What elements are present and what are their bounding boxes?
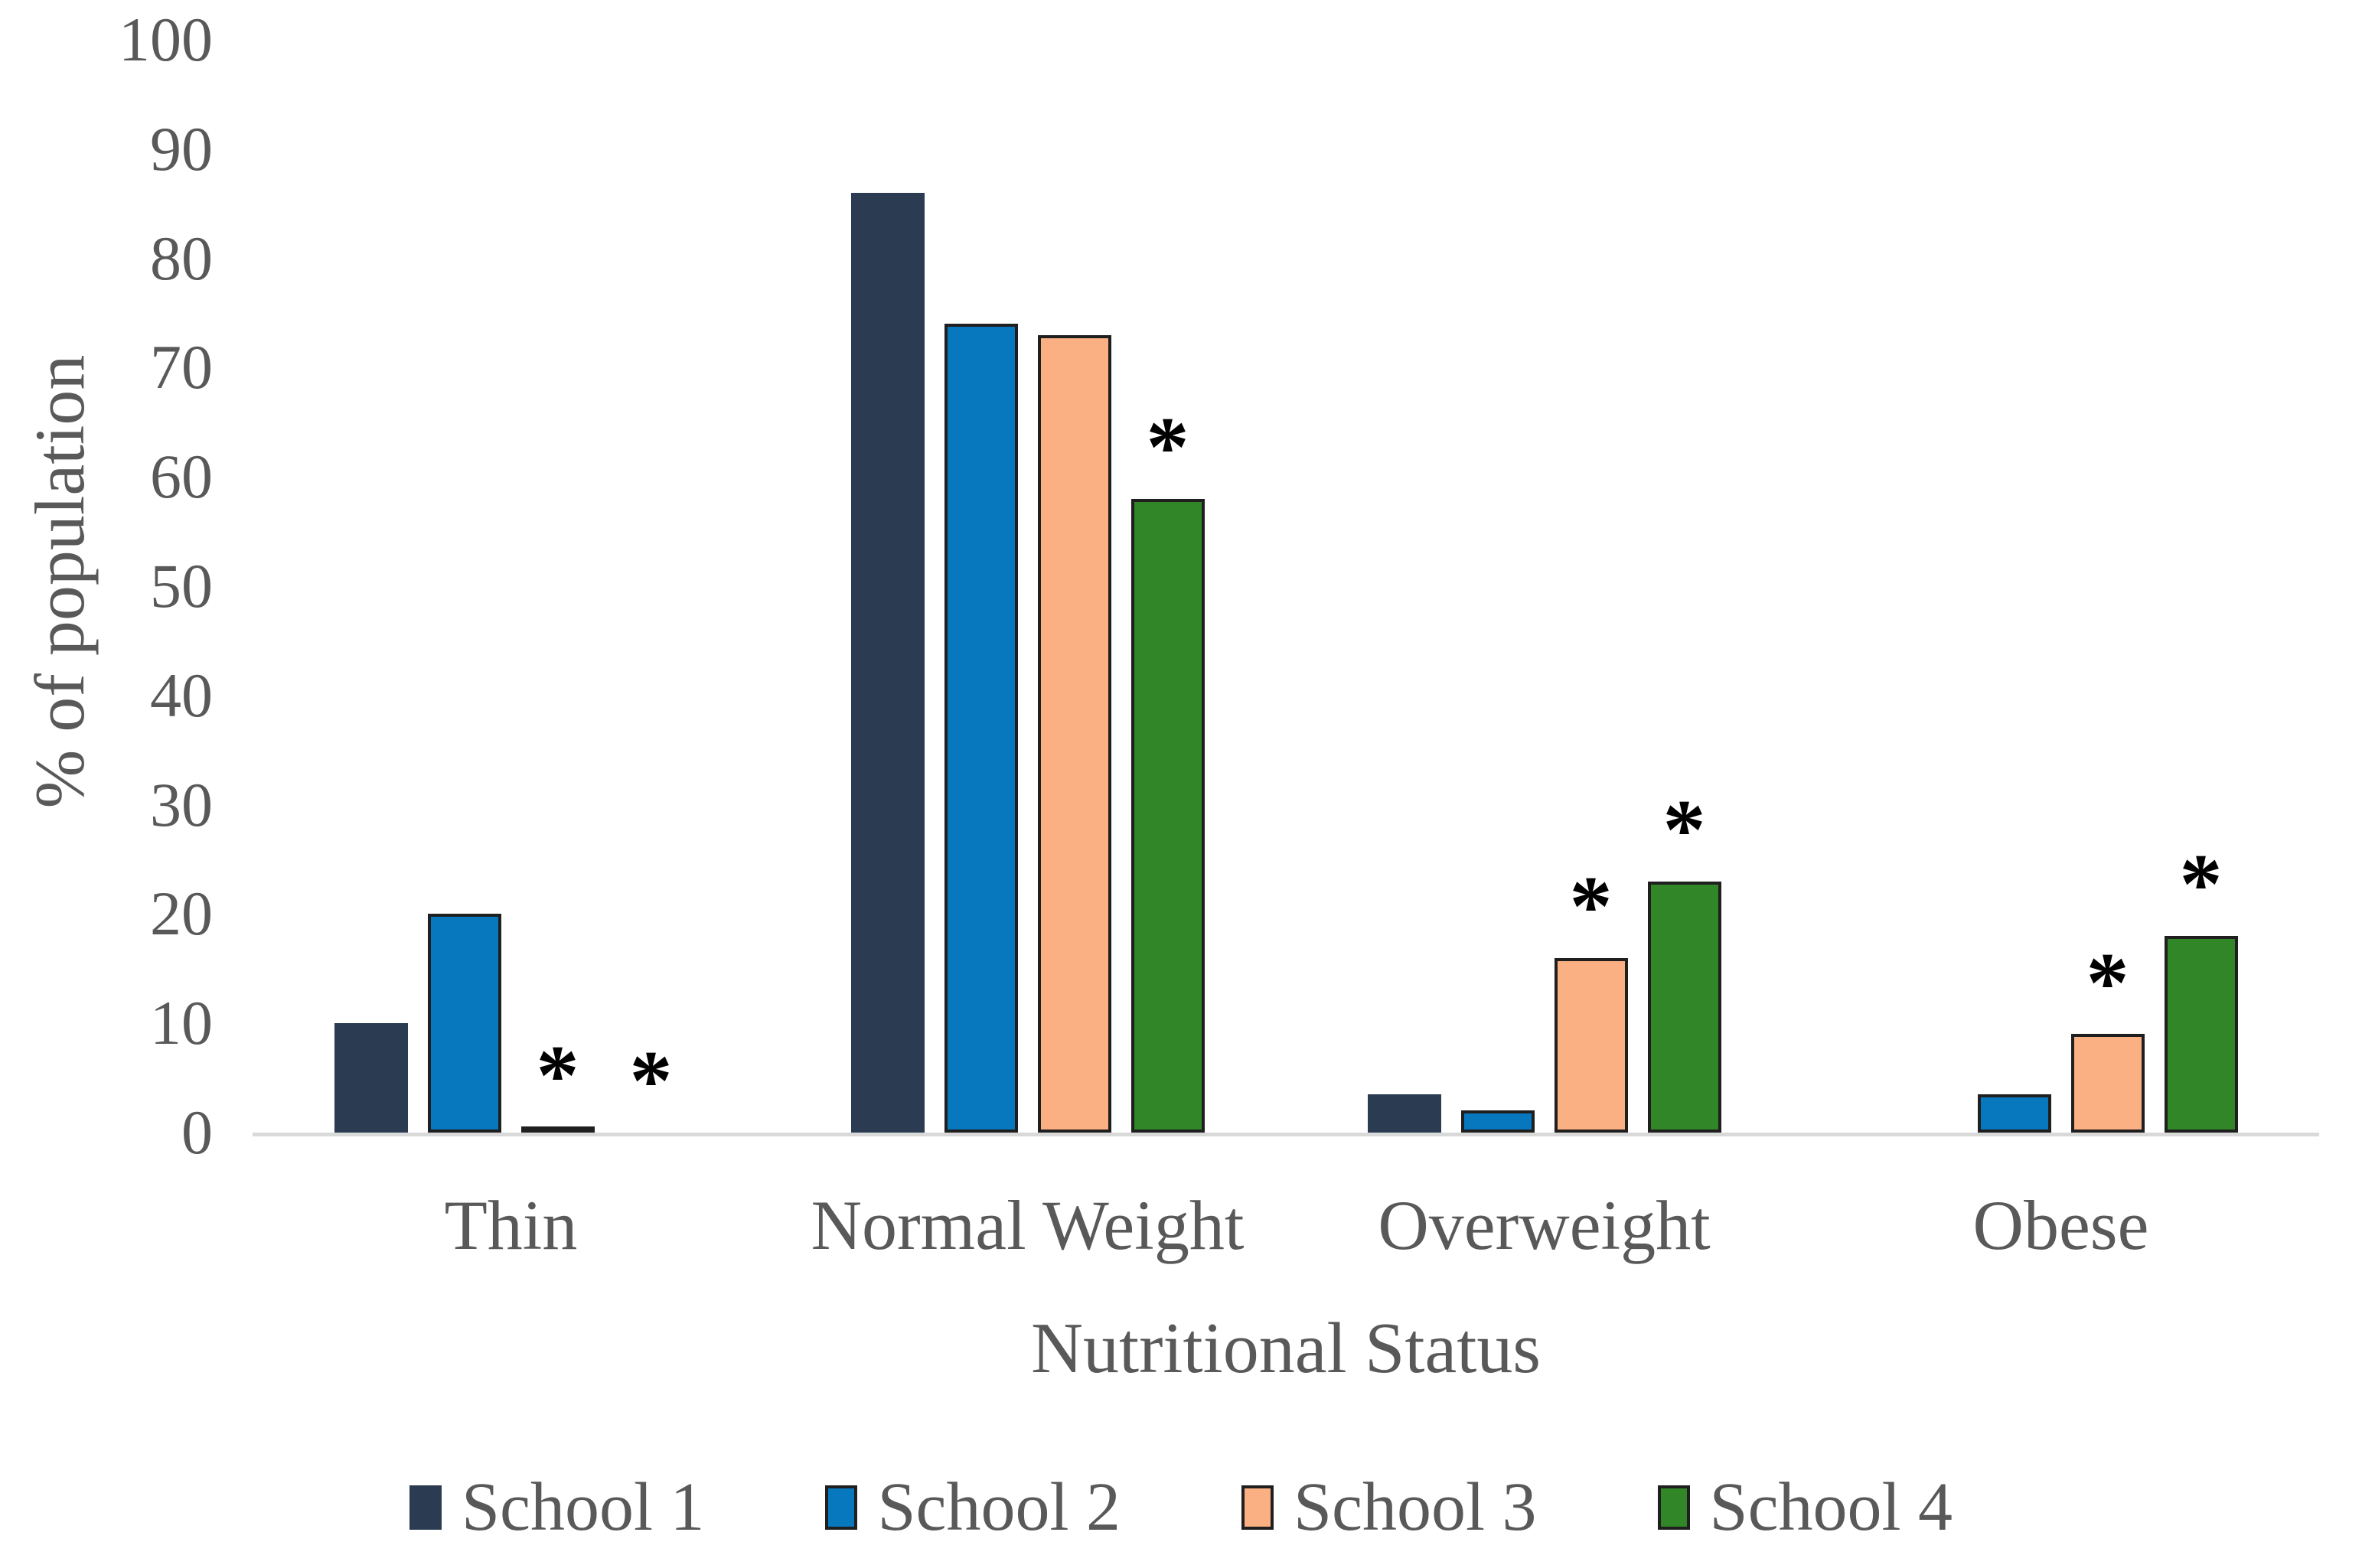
bar [2164,935,2238,1133]
significance-asterisk: * [2086,935,2129,1031]
bar-slot: * [2070,40,2145,1133]
legend: School 1 School 2 School 3 School 4 [0,1468,2362,1547]
bar [334,1023,408,1133]
bar [1037,334,1111,1133]
bar-slot: * [2164,40,2238,1133]
bar-slot: * [1130,40,1205,1133]
legend-label: School 4 [1709,1469,1953,1545]
significance-asterisk: * [1569,859,1613,954]
plot-area: * * * * * * * [253,40,2319,1136]
bar [1647,881,1721,1133]
bar-group: * * [1802,40,2319,1133]
legend-swatch [1657,1485,1690,1530]
legend-label: School 3 [1294,1469,1537,1545]
bar-slot [334,40,408,1133]
bar [2070,1034,2145,1133]
x-axis-title: Nutritional Status [1031,1309,1541,1388]
bar-group: * * [1286,40,1802,1133]
significance-asterisk: * [1662,782,1706,878]
y-axis-tick-label: 30 [150,769,213,839]
bar-slot [850,40,925,1133]
bar-groups: * * * * * * * [253,40,2319,1133]
bar [1554,957,1628,1133]
legend-swatch [1241,1485,1274,1530]
legend-label: School 2 [877,1469,1121,1545]
bar [520,1126,595,1133]
bar-group: * [769,40,1286,1133]
y-axis-tick-label: 40 [150,660,213,730]
y-axis-tick-label: 100 [119,5,213,74]
x-category-label: Overweight [1378,1186,1711,1264]
legend-item: School 4 [1657,1468,1953,1547]
legend-swatch [409,1485,442,1530]
bar [1460,1110,1535,1133]
y-axis-tick-label: 90 [150,113,213,184]
bar-slot [1977,40,2051,1133]
bar-slot [1367,40,1441,1133]
y-axis-tick-label: 80 [150,223,213,293]
y-axis-tick-label: 0 [181,1097,213,1167]
legend-item: School 2 [825,1468,1121,1547]
bar [1367,1094,1441,1133]
legend-swatch [825,1485,858,1530]
legend-label: School 1 [461,1469,705,1545]
legend-item: School 3 [1241,1468,1537,1547]
y-axis-tick-label: 20 [150,879,213,949]
bar [1977,1094,2051,1133]
y-axis-tick-label: 10 [150,988,213,1058]
bar-slot [427,40,501,1133]
significance-asterisk: * [2179,837,2223,933]
significance-asterisk: * [629,1034,673,1130]
x-category-label: Obese [1972,1186,2149,1264]
bar-slot [1037,40,1111,1133]
bar-slot [944,40,1018,1133]
bar-slot: * [1554,40,1628,1133]
bar-group: * * [253,40,769,1133]
bar [427,914,501,1133]
bar-slot: * [615,40,688,1133]
bar-slot: * [1647,40,1721,1133]
bar-slot: * [520,40,595,1133]
x-category-label: Normal Weight [811,1186,1245,1264]
bar [1130,498,1205,1133]
bar-slot [1884,40,1958,1133]
significance-asterisk: * [536,1028,579,1124]
x-category-label: Thin [444,1186,578,1264]
bar-slot [1460,40,1535,1133]
y-axis-tick-label: 50 [150,551,213,621]
bar [944,324,1018,1133]
bar [850,192,925,1133]
y-axis-tick-label: 60 [150,442,213,512]
x-axis-category-labels: Thin Normal Weight Overweight Obese [253,1185,2319,1266]
significance-asterisk: * [1146,399,1189,495]
y-axis-tick-label: 70 [150,332,213,403]
legend-item: School 1 [409,1468,705,1547]
